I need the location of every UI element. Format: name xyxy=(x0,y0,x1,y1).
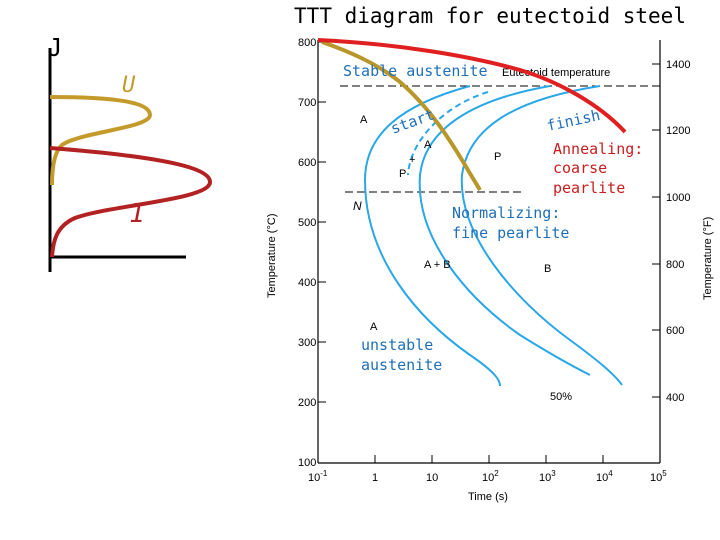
stable-austenite-label: Stable austenite xyxy=(343,62,488,80)
f-tick-1400: 1400 xyxy=(666,59,690,71)
x-tick-1: 1 xyxy=(372,472,378,484)
x-tick-labels: 10-1 1 10 102 103 104 105 xyxy=(308,469,667,484)
annealing-annotation: Annealing: coarse pearlite xyxy=(553,140,643,197)
page-title: TTT diagram for eutectoid steel xyxy=(294,4,686,28)
c-tick-500: 500 xyxy=(298,217,316,229)
transformation-mid-curve xyxy=(418,85,591,376)
annealing-line-1: Annealing: xyxy=(553,140,643,158)
f-tick-800: 800 xyxy=(666,259,684,271)
sketch-u-label: U xyxy=(122,73,136,98)
c-tick-400: 400 xyxy=(298,277,316,289)
c-tick-700: 700 xyxy=(298,97,316,109)
region-fifty-percent: 50% xyxy=(550,391,572,403)
y-axis-celsius-label: Temperature (°C) xyxy=(266,214,278,298)
region-a-plus-b: A + B xyxy=(424,259,451,271)
sketch-top-label: J xyxy=(48,32,61,62)
annealing-line-2: coarse xyxy=(553,159,607,177)
x-tick-1e4: 104 xyxy=(596,469,613,484)
region-p-right: P xyxy=(494,151,501,163)
region-labels: A A + P P N A + B B A 50% xyxy=(353,114,572,403)
c-tick-200: 200 xyxy=(298,397,316,409)
c-tick-100: 100 xyxy=(298,457,316,469)
c-tick-300: 300 xyxy=(298,337,316,349)
x-tick-1e2: 102 xyxy=(482,469,499,484)
chart-frame: 800 700 600 500 400 300 200 100 1400 120… xyxy=(266,37,714,503)
sketch-u-curve xyxy=(49,95,153,186)
region-b: B xyxy=(544,263,551,275)
unstable-line-2: austenite xyxy=(361,356,442,374)
x-tick-1e1: 10 xyxy=(426,472,438,484)
region-n: N xyxy=(353,199,362,213)
x-tick-1e-1: 10-1 xyxy=(308,469,328,484)
x-tick-1e3: 103 xyxy=(539,469,556,484)
fifty-percent-upper-curve xyxy=(407,91,489,176)
annealing-cooling-curve xyxy=(317,38,627,134)
unstable-line-1: unstable xyxy=(361,336,433,354)
normalizing-line-1: Normalizing: xyxy=(452,204,560,222)
f-tick-400: 400 xyxy=(666,392,684,404)
normalizing-annotation: Normalizing: fine pearlite xyxy=(452,204,569,242)
start-label: start xyxy=(388,105,437,137)
celsius-ticks xyxy=(318,41,326,403)
c-tick-800: 800 xyxy=(298,37,316,49)
transformation-start-curve xyxy=(363,85,501,387)
f-tick-1200: 1200 xyxy=(666,125,690,137)
fahrenheit-ticks xyxy=(652,63,660,398)
c-tick-600: 600 xyxy=(298,157,316,169)
transformation-finish-curve xyxy=(460,85,623,386)
f-tick-1000: 1000 xyxy=(666,192,690,204)
x-tick-1e5: 105 xyxy=(650,469,667,484)
left-sketch: J U I xyxy=(48,32,213,272)
region-p-left: P xyxy=(399,168,406,180)
ttt-curves xyxy=(363,85,623,387)
normalizing-cooling-curve xyxy=(321,40,482,192)
unstable-austenite-annotation: unstable austenite xyxy=(361,336,442,374)
annealing-line-3: pearlite xyxy=(553,179,625,197)
time-ticks xyxy=(374,455,604,463)
y-axis-fahrenheit-label: Temperature (°F) xyxy=(702,217,714,300)
f-tick-600: 600 xyxy=(666,325,684,337)
region-a-top: A xyxy=(360,114,368,126)
sketch-i-label: I xyxy=(130,199,146,229)
finish-label: finish xyxy=(545,106,602,135)
x-axis-label: Time (s) xyxy=(468,491,508,503)
region-plus: + xyxy=(409,154,415,166)
normalizing-line-2: fine pearlite xyxy=(452,224,569,242)
eutectoid-label: Eutectoid temperature xyxy=(502,67,610,79)
sketch-i-curve xyxy=(49,146,213,258)
region-a-mid: A xyxy=(424,139,432,151)
region-a-low: A xyxy=(370,321,378,333)
